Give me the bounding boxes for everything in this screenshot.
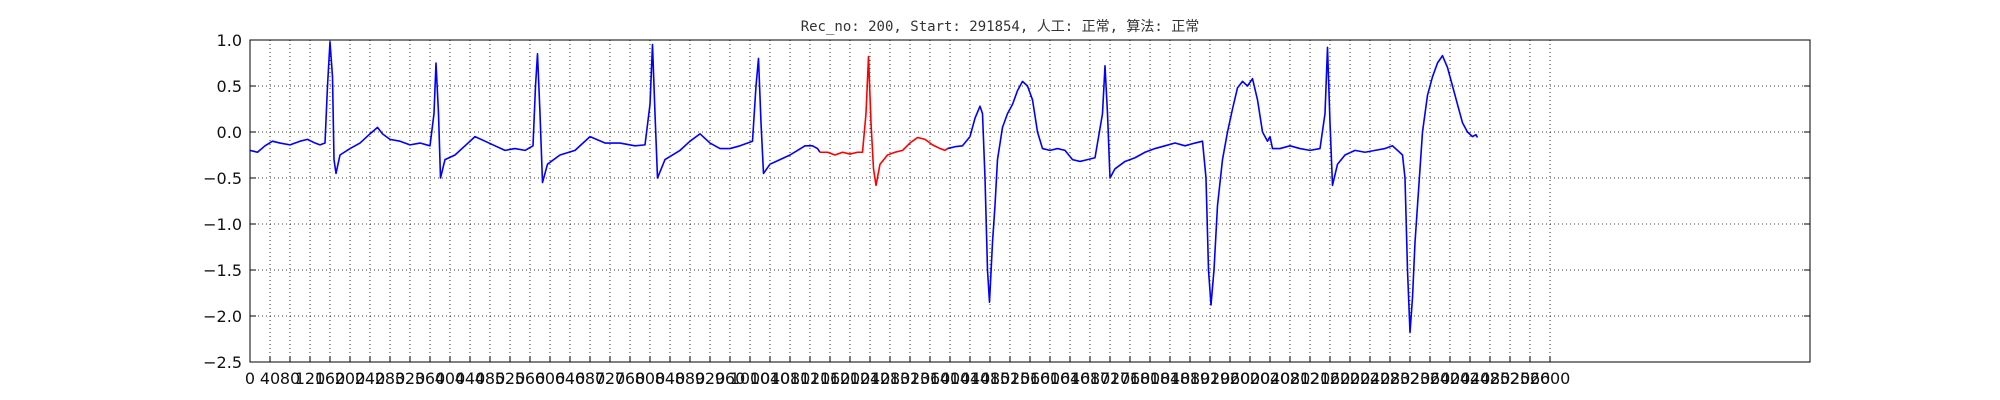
series-line-0: [249, 41, 821, 184]
x-tick-label: 2400: [1430, 369, 1471, 388]
x-tick-label: 720: [595, 369, 626, 388]
x-tick-label: 840: [655, 369, 686, 388]
grid: [249, 39, 1810, 363]
x-tick-label: 2280: [1370, 369, 1411, 388]
x-tick-label: 2200: [1330, 369, 1371, 388]
series-line-2: [947, 46, 1479, 334]
y-tick-label: 0.5: [217, 77, 242, 96]
x-tick-label: 240: [355, 369, 386, 388]
y-tick-label: −2.0: [203, 307, 242, 326]
y-tick-label: −2.5: [203, 353, 242, 372]
x-tick-label: 2320: [1390, 369, 1431, 388]
x-tick-label: 2520: [1490, 369, 1531, 388]
x-tick-label: 520: [495, 369, 526, 388]
series-line-1: [820, 55, 948, 187]
x-tick-label: 1240: [850, 369, 891, 388]
x-tick-label: 1480: [970, 369, 1011, 388]
x-tick-label: 1360: [910, 369, 951, 388]
x-tick-label: 1600: [1030, 369, 1071, 388]
x-tick-label: 1160: [810, 369, 851, 388]
x-tick-label: 400: [435, 369, 466, 388]
x-tick-label: 1880: [1170, 369, 1211, 388]
x-tick-label: 320: [395, 369, 426, 388]
x-tick-label: 360: [415, 369, 446, 388]
x-tick-label: 280: [375, 369, 406, 388]
x-tick-label: 920: [695, 369, 726, 388]
x-tick-label: 1200: [830, 369, 871, 388]
x-tick-label: 1320: [890, 369, 931, 388]
x-tick-label: 2120: [1290, 369, 1331, 388]
x-tick-label: 2480: [1470, 369, 1511, 388]
x-tick-label: 760: [615, 369, 646, 388]
x-tick-label: 1680: [1070, 369, 1111, 388]
x-tick-label: 1280: [870, 369, 911, 388]
x-tick-label: 2600: [1530, 369, 1571, 388]
x-tick-label: 120: [295, 369, 326, 388]
y-axis: 1.0 0.5 0.0 −0.5 −1.0 −1.5 −2.0 −2.5: [203, 31, 1810, 372]
x-tick-label: 960: [715, 369, 746, 388]
chart-title: Rec_no: 200, Start: 291854, 人工: 正常, 算法: …: [800, 19, 1200, 35]
y-tick-label: −0.5: [203, 169, 242, 188]
x-tick-label: 1920: [1190, 369, 1231, 388]
x-tick-label: 200: [335, 369, 366, 388]
x-tick-label: 2000: [1230, 369, 1271, 388]
y-tick-label: 1.0: [217, 31, 242, 50]
x-tick-label: 640: [555, 369, 586, 388]
x-tick-label: 680: [575, 369, 606, 388]
x-tick-label: 2080: [1270, 369, 1311, 388]
x-tick-label: 800: [635, 369, 666, 388]
x-tick-label: 2160: [1310, 369, 1351, 388]
x-tick-label: 1120: [790, 369, 831, 388]
x-tick-label: 1560: [1010, 369, 1051, 388]
x-tick-label: 1720: [1090, 369, 1131, 388]
x-tick-label: 1440: [950, 369, 991, 388]
x-tick-label: 2040: [1250, 369, 1291, 388]
x-tick-label: 80: [280, 369, 300, 388]
y-tick-label: −1.0: [203, 215, 242, 234]
x-tick-label: 600: [535, 369, 566, 388]
x-tick-label: 40: [260, 369, 280, 388]
x-tick-label: 1400: [930, 369, 971, 388]
x-tick-label: 440: [455, 369, 486, 388]
series-layer: [249, 41, 1479, 334]
x-tick-label: 2360: [1410, 369, 1451, 388]
x-tick-label: 0: [245, 369, 255, 388]
x-tick-label: 1080: [770, 369, 811, 388]
x-tick-label: 1960: [1210, 369, 1251, 388]
y-tick-label: 0.0: [217, 123, 242, 142]
x-tick-label: 2560: [1510, 369, 1551, 388]
x-tick-label: 1640: [1050, 369, 1091, 388]
x-tick-label: 1840: [1150, 369, 1191, 388]
x-tick-label: 480: [475, 369, 506, 388]
y-tick-label: −1.5: [203, 261, 242, 280]
x-tick-label: 160: [315, 369, 346, 388]
x-tick-label: 1520: [990, 369, 1031, 388]
x-tick-label: 1760: [1110, 369, 1151, 388]
x-tick-label: 2440: [1450, 369, 1491, 388]
x-tick-label: 1000: [730, 369, 771, 388]
x-tick-label: 1040: [750, 369, 791, 388]
x-tick-label: 560: [515, 369, 546, 388]
x-tick-label: 1800: [1130, 369, 1171, 388]
x-axis: 0 40 8012016020024028032036040044048052056…: [245, 356, 1570, 388]
x-tick-label: 2240: [1350, 369, 1391, 388]
x-tick-label: 880: [675, 369, 706, 388]
